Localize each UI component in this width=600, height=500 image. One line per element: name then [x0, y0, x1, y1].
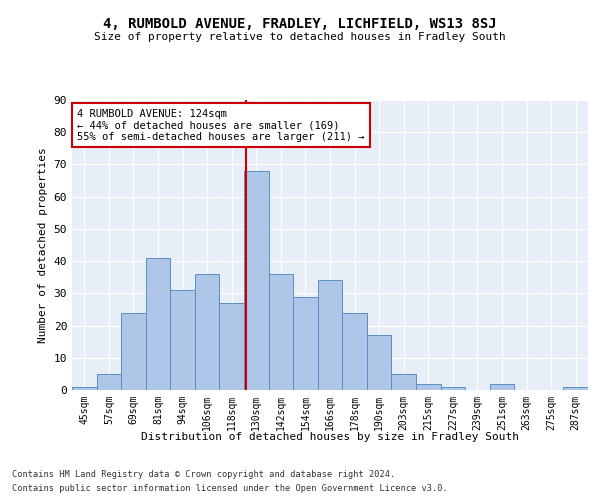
- Bar: [97, 374, 121, 390]
- Text: Size of property relative to detached houses in Fradley South: Size of property relative to detached ho…: [94, 32, 506, 42]
- Bar: [440, 387, 465, 390]
- Bar: [244, 171, 269, 390]
- Bar: [195, 274, 220, 390]
- Bar: [318, 280, 342, 390]
- Text: Contains HM Land Registry data © Crown copyright and database right 2024.: Contains HM Land Registry data © Crown c…: [12, 470, 395, 479]
- Text: Contains public sector information licensed under the Open Government Licence v3: Contains public sector information licen…: [12, 484, 448, 493]
- Y-axis label: Number of detached properties: Number of detached properties: [38, 147, 48, 343]
- Bar: [72, 387, 97, 390]
- Bar: [367, 335, 391, 390]
- Bar: [146, 258, 170, 390]
- Bar: [170, 290, 195, 390]
- Text: Distribution of detached houses by size in Fradley South: Distribution of detached houses by size …: [141, 432, 519, 442]
- Bar: [416, 384, 440, 390]
- Bar: [220, 303, 244, 390]
- Text: 4 RUMBOLD AVENUE: 124sqm
← 44% of detached houses are smaller (169)
55% of semi-: 4 RUMBOLD AVENUE: 124sqm ← 44% of detach…: [77, 108, 365, 142]
- Text: 4, RUMBOLD AVENUE, FRADLEY, LICHFIELD, WS13 8SJ: 4, RUMBOLD AVENUE, FRADLEY, LICHFIELD, W…: [103, 18, 497, 32]
- Bar: [391, 374, 416, 390]
- Bar: [121, 312, 146, 390]
- Bar: [269, 274, 293, 390]
- Bar: [342, 312, 367, 390]
- Bar: [293, 296, 318, 390]
- Bar: [490, 384, 514, 390]
- Bar: [563, 387, 588, 390]
